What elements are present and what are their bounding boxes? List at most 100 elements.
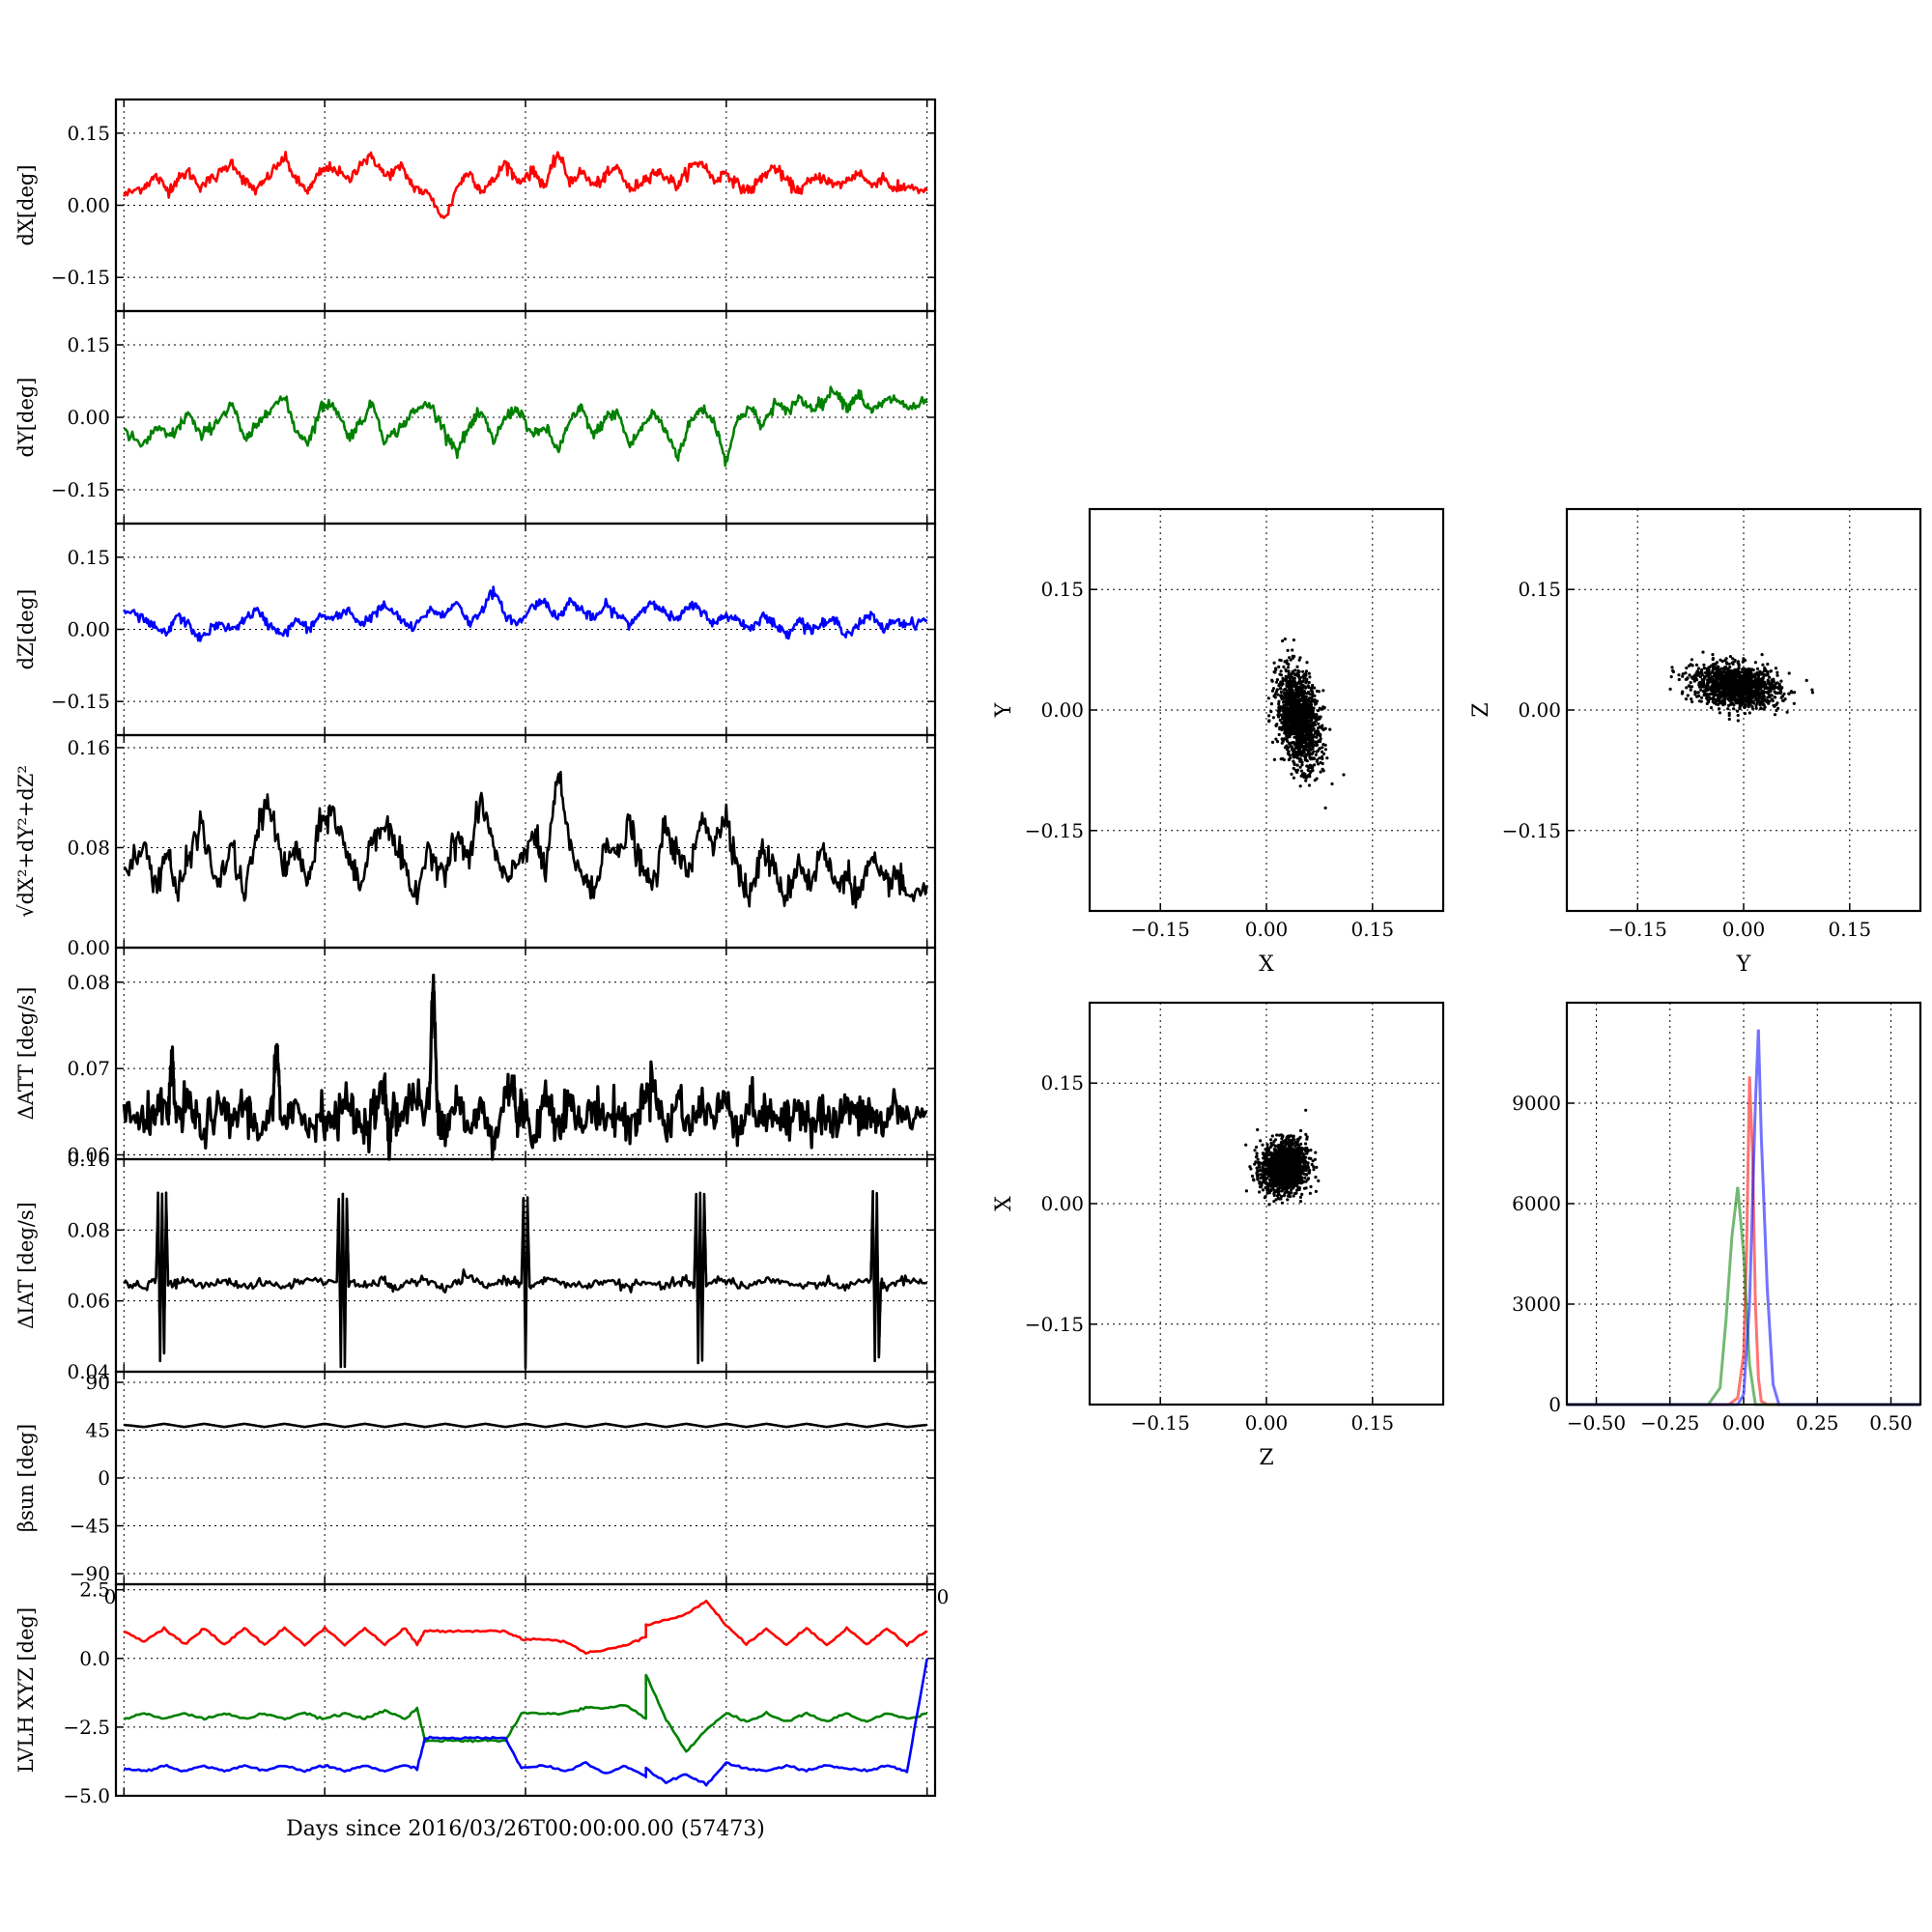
scatter-point [1282,704,1286,708]
scatter-point [1285,693,1289,697]
scatter-point [1285,1157,1289,1161]
scatter-point [1269,702,1273,706]
scatter-point [1321,750,1324,754]
scatter-point [1277,1160,1282,1164]
y-axis-label: Z [1469,702,1493,717]
scatter-point [1277,665,1281,669]
panel-histogram: −0.50 −0.25 0.00 0.25 0.50 9000 6000 3000 0 [1512,1001,1922,1435]
scatter-point [1287,723,1291,727]
y-tick-label: 0.15 [1040,1071,1084,1094]
scatter-point [1777,682,1781,686]
scatter-point [1736,660,1740,664]
scatter-point [1308,1168,1312,1172]
scatter-point [1288,709,1292,713]
scatter-point [1309,1149,1313,1152]
scatter-point [1287,746,1291,750]
scatter-point [1312,1168,1316,1172]
scatter-point [1697,694,1701,698]
y-tick-label: 6000 [1512,1192,1561,1215]
scatter-point [1323,806,1327,810]
y-axis-label: X [992,1196,1016,1211]
scatter-point [1299,1181,1303,1185]
scatter-point [1269,1169,1274,1173]
scatter-point [1314,753,1318,757]
scatter-point [1272,1153,1276,1157]
y-tick-label: 3000 [1512,1293,1561,1316]
scatter-point [1302,712,1306,716]
scatter-point [1731,657,1735,661]
y-axis-label: ΔIAT [deg/s] [14,1202,38,1329]
scatter-point [1727,676,1731,680]
scatter-point [1761,663,1765,667]
scatter-point [1292,696,1295,700]
scatter-point [1303,696,1308,700]
panel-yz_scatter: −0.15 0.00 0.15 0.15 0.00 −0.15 Y Z [1469,507,1922,977]
scatter-point [1274,737,1278,741]
scatter-point [1282,1194,1286,1198]
scatter-point [1316,709,1321,713]
scatter-point [1271,687,1276,691]
scatter-point [1690,685,1694,689]
scatter-point [1287,733,1291,737]
scatter-point [1244,1143,1248,1147]
scatter-point [1278,658,1282,662]
scatter-point [1297,658,1301,662]
scatter-point [1702,666,1706,670]
scatter-point [1286,685,1290,689]
y-tick-label: 0.15 [1040,578,1084,601]
histogram-line-0 [1567,1076,1920,1406]
scatter-point [1298,784,1302,788]
scatter-point [1754,686,1758,690]
scatter-point [1300,703,1304,707]
scatter-point [1714,684,1718,688]
scatter-point [1700,673,1704,677]
scatter-point [1297,1169,1301,1173]
scatter-point [1279,713,1283,717]
scatter-point [1258,1179,1262,1184]
scatter-point [1688,673,1691,677]
scatter-point [1299,1128,1303,1133]
scatter-point [1290,772,1293,777]
scatter-point [1720,694,1724,697]
scatter-point [1762,668,1767,672]
scatter-point [1293,712,1297,717]
scatter-point [1772,686,1776,690]
scatter-point [1742,689,1746,693]
scatter-point [1270,678,1274,682]
scatter-point [1297,707,1301,712]
scatter-point [1711,653,1715,657]
scatter-point [1702,678,1706,682]
scatter-point [1312,750,1316,753]
scatter-point [1300,716,1304,720]
scatter-point [1731,701,1735,705]
y-tick-label: −5.0 [63,1784,110,1807]
scatter-point [1289,756,1293,760]
scatter-point [1758,682,1762,686]
scatter-point [1253,1149,1257,1152]
scatter-point [1722,691,1726,695]
scatter-point [1316,718,1320,722]
scatter-point [1713,671,1718,675]
scatter-point [1250,1174,1255,1179]
scatter-point [1284,1161,1289,1165]
scatter-point [1689,681,1692,685]
scatter-point [1298,1165,1302,1169]
scatter-point [1303,685,1307,689]
scatter-point [1280,1194,1284,1199]
scatter-point [1712,686,1716,690]
x-axis-label: Y [1736,952,1751,977]
scatter-point [1738,682,1742,686]
scatter-point [1719,678,1723,682]
scatter-point [1273,1176,1277,1179]
scatter-point [1301,734,1305,739]
y-axis-label: ΔATT [deg/s] [14,987,38,1121]
scatter-point [1287,663,1291,667]
scatter-point [1260,1185,1264,1189]
scatter-point [1298,676,1302,680]
scatter-point [1308,728,1312,732]
scatter-point [1281,1174,1285,1178]
scatter-point [1279,1152,1283,1156]
scatter-point [1305,724,1309,727]
scatter-point [1720,660,1724,664]
scatter-point [1305,1173,1309,1177]
